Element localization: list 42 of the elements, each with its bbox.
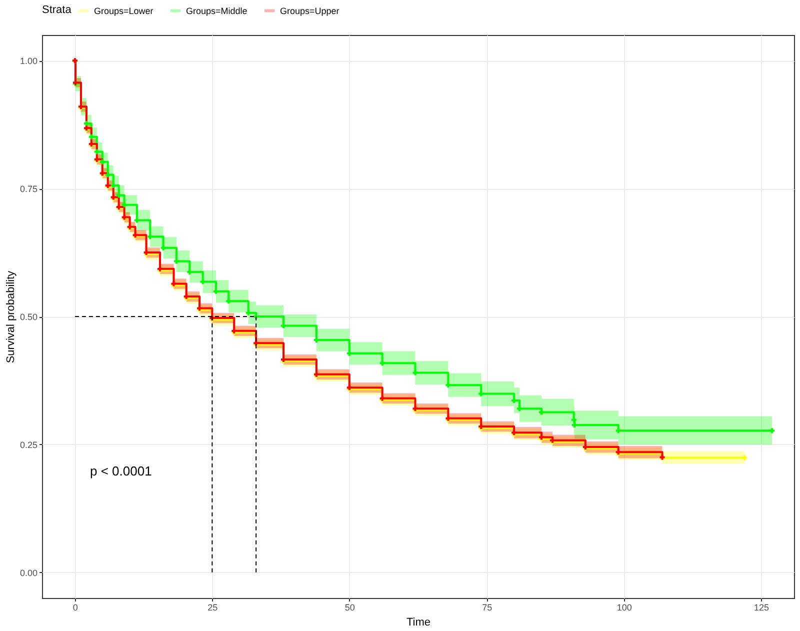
point [246, 310, 251, 316]
x-tick-label: 75 [482, 602, 492, 612]
point [281, 323, 286, 328]
point [122, 202, 127, 208]
point [174, 258, 179, 264]
point [94, 149, 100, 154]
legend-label: Groups=Lower [94, 6, 154, 16]
y-tick-label: 0.50 [20, 312, 38, 322]
point [105, 172, 110, 178]
y-tick-label: 0.25 [20, 440, 38, 450]
point [412, 370, 418, 376]
x-axis-title: Time [406, 616, 431, 628]
y-tick-label: 0.00 [20, 568, 38, 578]
point [742, 455, 748, 460]
point [517, 406, 522, 412]
y-axis-title: Survival probability [4, 270, 17, 364]
x-tick-label: 0 [72, 602, 78, 612]
point [770, 428, 775, 434]
x-tick-label: 100 [616, 602, 632, 612]
point [148, 234, 153, 240]
point [226, 298, 232, 304]
point [116, 192, 122, 198]
point [446, 382, 451, 388]
point [346, 350, 352, 356]
x-tick-label: 50 [344, 602, 355, 612]
y-tick-label: 1.00 [20, 56, 38, 66]
x-tick-label: 125 [754, 602, 770, 612]
point [200, 279, 206, 284]
point [88, 134, 94, 140]
point [478, 391, 484, 396]
point [100, 159, 105, 164]
annotation: p < 0.0001 [90, 463, 152, 478]
x-tick-label: 25 [208, 602, 218, 612]
point [380, 360, 385, 366]
legend-label: Groups=Middle [186, 6, 248, 16]
point [134, 218, 140, 223]
point [571, 417, 576, 422]
y-tick-label: 0.75 [20, 184, 38, 194]
legend-label: Groups=Upper [280, 6, 340, 16]
point [160, 245, 166, 250]
point [616, 428, 621, 434]
legend-title: Strata [42, 4, 72, 16]
